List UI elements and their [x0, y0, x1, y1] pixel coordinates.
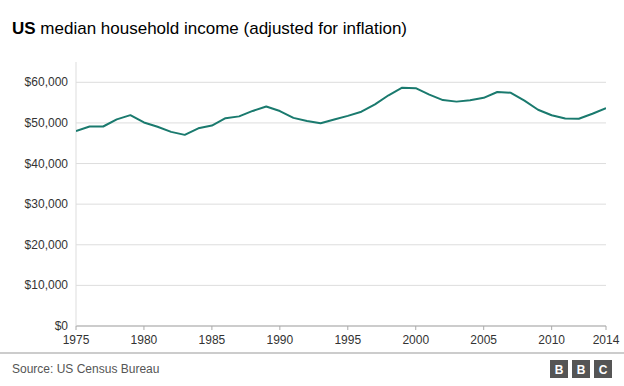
y-tick-label: $0: [55, 319, 69, 333]
x-tick-label: 2000: [402, 333, 429, 347]
x-tick-label: 2014: [593, 333, 620, 347]
logo-box: [594, 360, 612, 378]
grid-line: [76, 285, 606, 286]
x-tick-label: 1995: [334, 333, 361, 347]
x-tick: [551, 326, 552, 330]
income-line: [76, 88, 606, 135]
logo: BBC: [550, 360, 612, 378]
chart: US median household income (adjusted for…: [0, 0, 624, 386]
x-tick: [211, 326, 212, 330]
grid-line: [76, 122, 606, 123]
x-axis-line: [76, 326, 606, 327]
logo-letter: B: [577, 363, 586, 377]
x-tick: [143, 326, 144, 330]
grid-line: [76, 82, 606, 83]
x-tick: [279, 326, 280, 330]
logo-letter: C: [599, 363, 608, 377]
grid-line: [76, 326, 606, 327]
x-tick: [415, 326, 416, 330]
y-tick-label: $40,000: [25, 157, 69, 171]
grid-line: [76, 163, 606, 164]
y-tick-label: $50,000: [25, 116, 69, 130]
source: Source: US Census Bureau: [12, 362, 159, 376]
x-tick-label: 2005: [470, 333, 497, 347]
x-tick-label: 1975: [63, 333, 90, 347]
y-tick-label: $60,000: [25, 75, 69, 89]
y-tick-label: $30,000: [25, 197, 69, 211]
title: US median household income (adjusted for…: [12, 19, 407, 38]
grid-line: [76, 204, 606, 205]
title-bold: US: [12, 19, 36, 38]
x-tick-label: 2010: [538, 333, 565, 347]
x-tick: [76, 326, 77, 330]
x-tick-label: 1985: [199, 333, 226, 347]
logo-letter: B: [555, 363, 564, 377]
x-tick: [347, 326, 348, 330]
y-tick-label: $10,000: [25, 278, 69, 292]
x-tick-label: 1980: [131, 333, 158, 347]
footer-separator: [0, 353, 624, 354]
plot-area: [76, 88, 606, 135]
logo-box: [572, 360, 590, 378]
logo-box: [550, 360, 568, 378]
y-tick-label: $20,000: [25, 238, 69, 252]
grid: [76, 82, 606, 326]
y-axis-line: [76, 62, 77, 326]
x-tick: [483, 326, 484, 330]
x-tick: [606, 326, 607, 330]
grid-line: [76, 244, 606, 245]
x-tick-label: 1990: [266, 333, 293, 347]
title-rest: median household income (adjusted for in…: [36, 19, 407, 38]
